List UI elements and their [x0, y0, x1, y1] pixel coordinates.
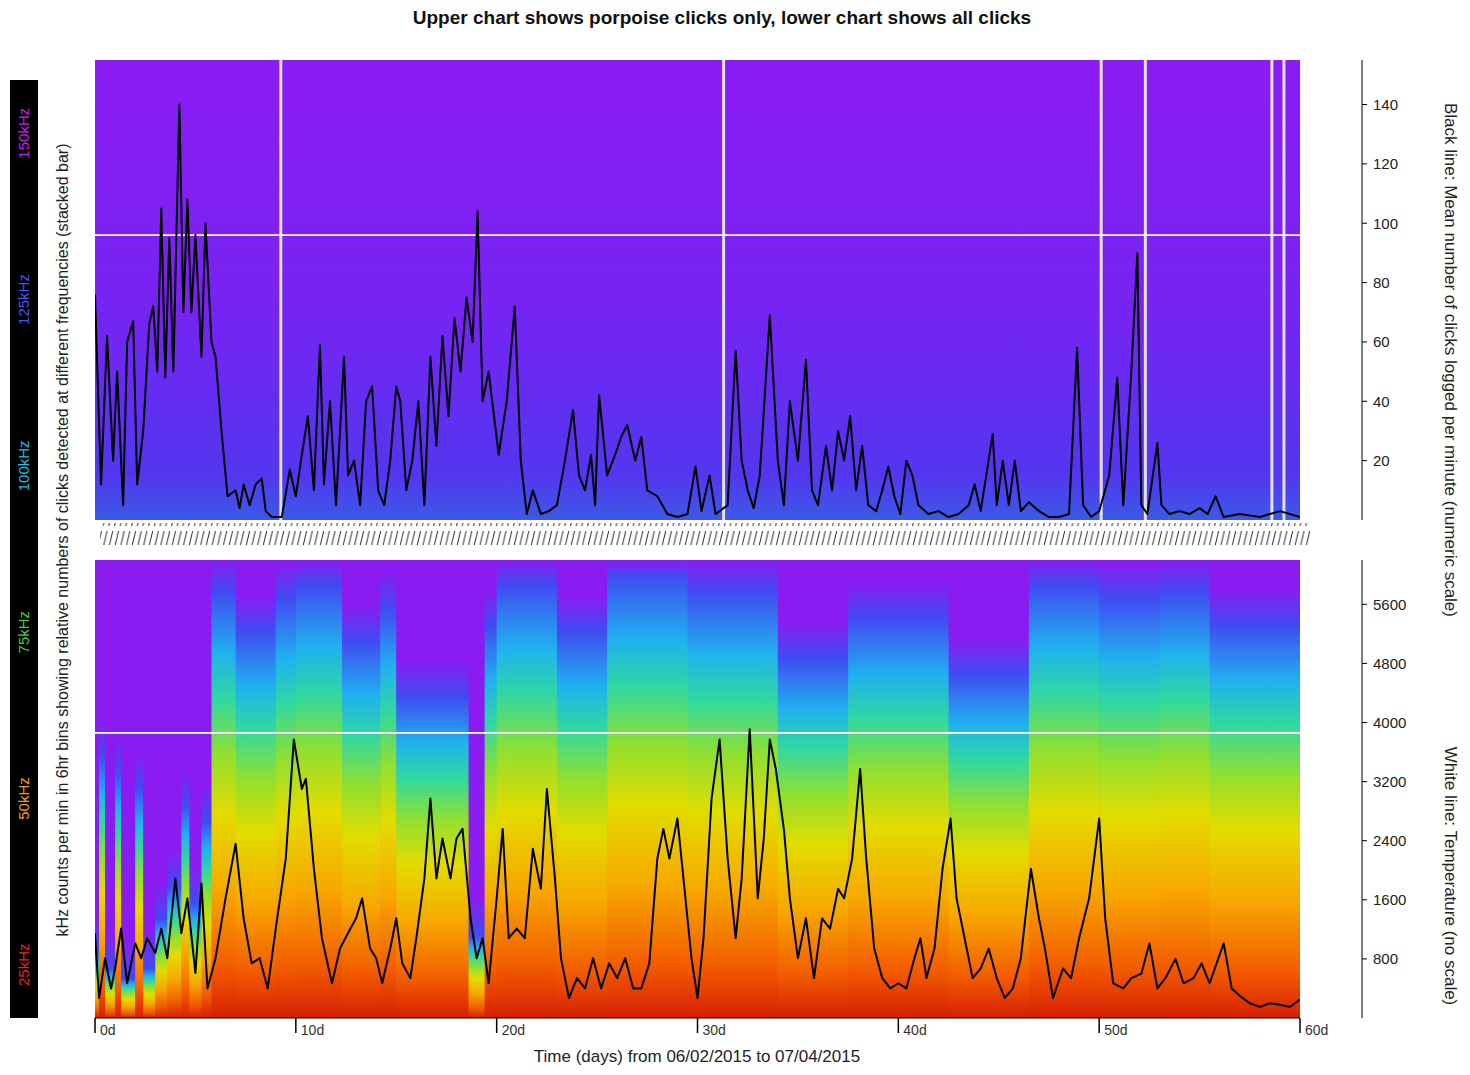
hatch-strip: [100, 523, 1310, 545]
x-tick-label: 30d: [703, 1022, 726, 1038]
y-tick: [1362, 223, 1367, 224]
spectrogram-bin: [469, 560, 486, 1018]
y-tick: [1362, 604, 1367, 605]
data-gap: [1100, 60, 1103, 520]
series-line: [95, 234, 1300, 236]
spectrogram-bin: [687, 560, 778, 1018]
x-axis-title: Time (days) from 06/02/2015 to 07/04/201…: [534, 1047, 860, 1066]
y-tick-label: 1600: [1373, 891, 1406, 908]
y-axis-line: [1362, 560, 1363, 1018]
y-tick-label: 2400: [1373, 832, 1406, 849]
x-tick: [496, 1018, 498, 1033]
y-tick: [1362, 104, 1367, 105]
y-tick-label: 4800: [1373, 655, 1406, 672]
x-tick: [1299, 1018, 1301, 1033]
spectrogram-bin: [396, 560, 469, 1018]
colorbar-label: 100kHz: [16, 440, 33, 491]
y-axis-line: [1362, 60, 1363, 520]
y-axis-title: White line: Temperature (no scale): [1441, 747, 1460, 1006]
spectrogram-bin: [99, 560, 106, 1018]
y-tick-label: 3200: [1373, 773, 1406, 790]
series-line: [95, 105, 1300, 518]
x-tick-label: 60d: [1305, 1022, 1328, 1038]
y-tick-label: 40: [1373, 393, 1390, 410]
y-tick-label: 5600: [1373, 596, 1406, 613]
y-tick: [1362, 282, 1367, 283]
y-tick: [1362, 663, 1367, 664]
data-gap: [1144, 60, 1147, 520]
colorbar-title: kHz counts per min in 6hr bins showing r…: [54, 144, 71, 937]
spectrogram-bin: [778, 560, 849, 1018]
background: [95, 560, 1300, 1018]
y-tick: [1362, 163, 1367, 164]
colorbar-label: 125kHz: [16, 274, 33, 325]
spectrogram-bin: [342, 560, 381, 1018]
y-tick-label: 20: [1373, 452, 1390, 469]
spectrogram-bin: [135, 560, 144, 1018]
y-axis-title: Black line: Mean number of clicks logged…: [1441, 103, 1460, 617]
y-tick: [1362, 781, 1367, 782]
y-tick: [1362, 341, 1367, 342]
spectrogram-bin: [105, 560, 116, 1018]
chart-title: Upper chart shows porpoise clicks only, …: [413, 7, 1031, 28]
x-tick: [94, 1018, 96, 1033]
plot-area: [95, 560, 1300, 1018]
spectrogram-bin: [1159, 560, 1210, 1018]
plot-area: [95, 60, 1300, 520]
y-tick-label: 100: [1373, 215, 1398, 232]
x-tick: [1098, 1018, 1100, 1033]
x-tick-label: 0d: [100, 1022, 116, 1038]
data-gap: [722, 60, 725, 520]
figure: 20 40 60 80 100 120 140 Upper chart shows porpo…: [0, 0, 1470, 1075]
spectrogram-bin: [181, 560, 190, 1018]
spectrogram-bin: [276, 560, 297, 1018]
data-gap: [1270, 60, 1273, 520]
x-tick-label: 50d: [1104, 1022, 1127, 1038]
y-tick: [1362, 958, 1367, 959]
y-tick: [1362, 722, 1367, 723]
colorbar-label: 25kHz: [16, 944, 33, 987]
y-tick-label: 140: [1373, 96, 1398, 113]
x-tick: [295, 1018, 297, 1033]
y-tick: [1362, 840, 1367, 841]
spectrogram-bin: [557, 560, 608, 1018]
data-gap: [1282, 60, 1285, 520]
colorbar: [10, 80, 38, 1018]
x-tick-label: 40d: [903, 1022, 926, 1038]
y-tick-label: 120: [1373, 155, 1398, 172]
x-tick-label: 10d: [301, 1022, 324, 1038]
spectrogram-bin: [1210, 560, 1300, 1018]
data-gap: [279, 60, 282, 520]
spectrogram-bin: [497, 560, 558, 1018]
spectrogram-bin: [189, 560, 202, 1018]
spectrogram-bin: [167, 560, 182, 1018]
x-tick-label: 20d: [502, 1022, 525, 1038]
spectrogram-bin: [201, 560, 212, 1018]
colorbar-label: 150kHz: [16, 108, 33, 159]
y-tick: [1362, 460, 1367, 461]
y-tick-label: 80: [1373, 274, 1390, 291]
spectrogram-bin: [236, 560, 277, 1018]
x-tick: [697, 1018, 699, 1033]
spectrogram-bin: [607, 560, 688, 1018]
y-tick: [1362, 899, 1367, 900]
spectrogram-bin: [211, 560, 236, 1018]
spectrogram-bin: [1029, 560, 1100, 1018]
series-line: [95, 732, 1300, 734]
x-tick: [898, 1018, 900, 1033]
spectrogram-bin: [380, 560, 397, 1018]
background: [95, 60, 1300, 520]
colorbar-label: 50kHz: [16, 777, 33, 820]
y-tick-label: 800: [1373, 950, 1398, 967]
colorbar-label: 75kHz: [16, 611, 33, 654]
y-tick: [1362, 401, 1367, 402]
y-tick-label: 60: [1373, 333, 1390, 350]
y-tick-label: 4000: [1373, 714, 1406, 731]
series-line: [95, 729, 1300, 1007]
